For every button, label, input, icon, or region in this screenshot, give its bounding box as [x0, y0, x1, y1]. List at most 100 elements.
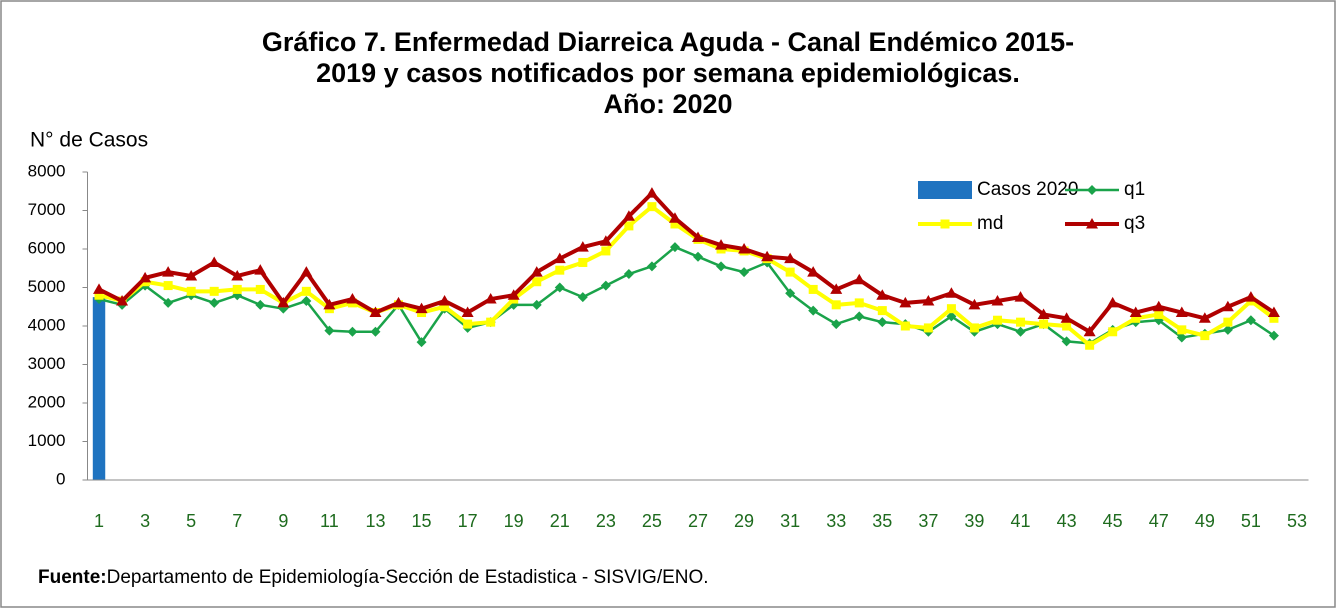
marker: [715, 239, 728, 250]
marker: [807, 266, 820, 277]
marker: [578, 257, 588, 267]
marker: [1106, 296, 1119, 308]
marker: [162, 266, 175, 277]
legend-label: q1: [1124, 179, 1145, 200]
x-tick-label: 29: [734, 511, 754, 531]
marker: [599, 235, 612, 246]
marker: [440, 302, 450, 312]
marker: [808, 305, 819, 316]
x-tick-label: 35: [872, 511, 892, 531]
marker: [876, 289, 889, 300]
marker: [1268, 330, 1279, 341]
marker: [1062, 321, 1072, 331]
marker: [645, 187, 658, 198]
y-tick-label: 4000: [28, 315, 66, 334]
marker: [622, 210, 635, 221]
marker: [1014, 291, 1027, 302]
x-tick-label: 7: [232, 511, 242, 531]
marker: [831, 319, 842, 330]
marker: [601, 246, 611, 256]
marker: [808, 284, 818, 294]
series-line: [98, 245, 1275, 345]
marker: [463, 319, 473, 329]
marker: [93, 283, 106, 294]
marker: [945, 287, 958, 298]
marker: [623, 269, 634, 280]
marker: [854, 298, 864, 308]
marker: [1200, 331, 1210, 341]
marker: [693, 251, 703, 262]
marker: [1085, 340, 1095, 350]
marker: [209, 286, 219, 296]
marker: [669, 242, 680, 253]
marker: [484, 293, 497, 304]
marker: [300, 266, 313, 277]
marker: [347, 326, 358, 337]
x-tick-label: 15: [412, 511, 432, 531]
marker: [94, 290, 104, 300]
marker: [899, 296, 912, 308]
marker: [991, 294, 1004, 306]
marker: [992, 315, 1002, 325]
x-tick-label: 43: [1057, 511, 1077, 531]
marker: [301, 295, 312, 306]
y-tick-label: 7000: [28, 200, 66, 219]
marker: [255, 299, 266, 310]
legend-marker: [940, 219, 950, 229]
marker: [392, 296, 405, 308]
legend-marker: [1086, 218, 1098, 229]
marker: [531, 299, 542, 310]
y-tick-label: 6000: [28, 238, 66, 257]
bar: [92, 297, 106, 480]
marker: [139, 271, 152, 283]
marker: [186, 286, 196, 296]
x-tick-label: 19: [504, 511, 524, 531]
x-tick-label: 39: [964, 511, 984, 531]
marker: [646, 261, 657, 272]
marker: [370, 326, 381, 337]
x-tick-label: 33: [826, 511, 846, 531]
x-tick-label: 51: [1241, 511, 1261, 531]
chart-title: Año: 2020: [603, 89, 732, 119]
marker: [1269, 313, 1279, 323]
marker: [877, 317, 888, 328]
source-label: Fuente:: [38, 567, 107, 588]
x-tick-label: 1: [94, 511, 104, 531]
marker: [785, 267, 795, 277]
marker: [254, 264, 267, 275]
marker: [1198, 312, 1211, 323]
marker: [738, 243, 751, 254]
x-tick-label: 9: [278, 511, 288, 531]
source-text: Departamento de Epidemiología-Sección de…: [107, 567, 709, 588]
marker: [1154, 309, 1164, 319]
marker: [1108, 327, 1118, 337]
marker: [163, 281, 173, 291]
legend-label: Casos 2020: [977, 179, 1078, 200]
marker: [785, 288, 796, 299]
x-tick-label: 49: [1195, 511, 1215, 531]
marker: [163, 297, 174, 308]
x-tick-label: 47: [1149, 511, 1169, 531]
marker: [1245, 315, 1256, 326]
marker: [231, 269, 244, 281]
marker: [1037, 308, 1050, 319]
x-tick-label: 5: [186, 511, 196, 531]
chart-title: 2019 y casos notificados por semana epid…: [316, 58, 1020, 88]
x-tick-label: 3: [140, 511, 150, 531]
marker: [324, 325, 335, 336]
marker: [486, 317, 496, 327]
marker: [1016, 317, 1026, 327]
marker: [1131, 313, 1141, 323]
marker: [415, 302, 428, 314]
marker: [739, 267, 750, 278]
marker: [1244, 291, 1257, 302]
marker: [438, 294, 451, 306]
marker: [624, 221, 634, 231]
x-tick-label: 27: [688, 511, 708, 531]
marker: [346, 293, 359, 304]
marker: [1129, 306, 1142, 318]
marker: [577, 292, 588, 303]
legend-label: q3: [1124, 213, 1145, 234]
marker: [530, 266, 543, 277]
